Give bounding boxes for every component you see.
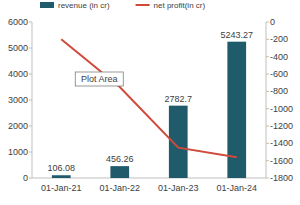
bar [110, 166, 129, 178]
y2-tick-label: 0 [270, 17, 275, 27]
legend-swatch [136, 4, 150, 6]
annotation: Plot Area [81, 74, 118, 84]
y2-axis [266, 22, 267, 178]
y2-tick-label: -600 [270, 69, 288, 79]
legend-label: net profit(in cr) [154, 1, 206, 10]
y2-tick-label: -1600 [270, 156, 293, 166]
bar [227, 42, 246, 178]
y2-tick-label: -1400 [270, 138, 293, 148]
data-label: 456.26 [106, 154, 134, 164]
legend: revenue (in cr) net profit(in cr) [40, 1, 205, 10]
x-tick-label: 01-Jan-24 [216, 183, 257, 193]
data-label: 5243.27 [220, 30, 253, 40]
y2-tick-label: -1800 [270, 173, 293, 183]
data-label: 106.08 [47, 163, 75, 173]
y-tick-label: 3000 [8, 95, 28, 105]
legend-swatch [40, 2, 54, 8]
y-axis [32, 22, 33, 178]
y2-tick-label: -1000 [270, 104, 293, 114]
chart-container: 0 1000 2000 3000 4000 5000 6000 0 -200 -400 -600 -8… [0, 0, 300, 205]
y-tick-label: 6000 [8, 17, 28, 27]
legend-label: revenue (in cr) [58, 1, 110, 10]
marks [52, 39, 246, 178]
y-tick-label: 0 [23, 173, 28, 183]
bar [52, 175, 71, 178]
x-tick-label: 01-Jan-22 [99, 183, 140, 193]
labels: 106.08 456.26 2782.7 5243.27 Plot Area [47, 30, 253, 174]
y-tick-label: 4000 [8, 69, 28, 79]
x-tick-label: 01-Jan-21 [41, 183, 82, 193]
annotation-box [75, 72, 123, 86]
chart-svg: 0 1000 2000 3000 4000 5000 6000 0 -200 -400 -600 -8… [0, 0, 300, 205]
y-tick-label: 2000 [8, 121, 28, 131]
line [61, 39, 237, 157]
y2-tick-label: -200 [270, 34, 288, 44]
y2-tick-label: -1200 [270, 121, 293, 131]
y-tick-label: 1000 [8, 147, 28, 157]
y2-tick-label: -400 [270, 52, 288, 62]
data-label: 2782.7 [164, 94, 192, 104]
y2-tick-label: -800 [270, 86, 288, 96]
y-tick-label: 5000 [8, 43, 28, 53]
x-tick-label: 01-Jan-23 [158, 183, 199, 193]
